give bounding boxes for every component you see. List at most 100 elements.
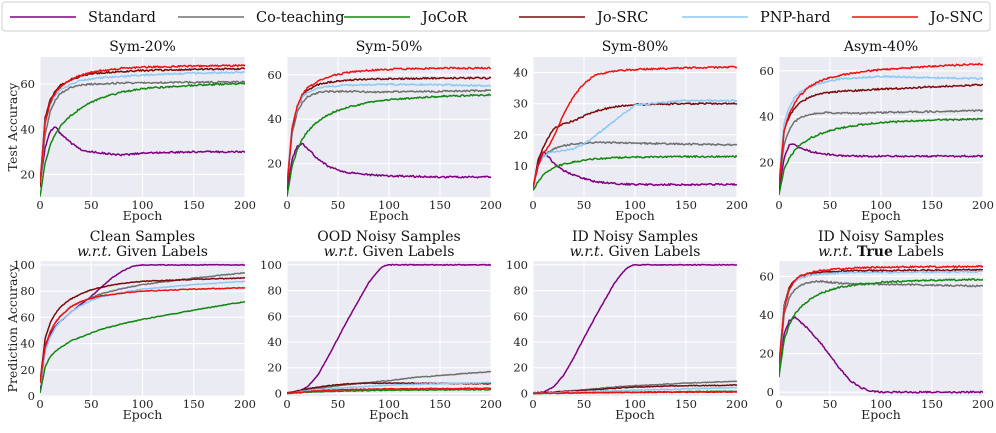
x-tick-label: 100 [870, 397, 892, 411]
series-line-jo-snc [287, 387, 491, 395]
x-tick-label: 150 [183, 198, 205, 212]
series-line-pnp-hard [533, 98, 737, 188]
legend-label-jo-snc: Jo-SNC [928, 10, 983, 26]
series-line-standard [779, 316, 983, 394]
series-line-jo-snc [779, 264, 983, 366]
x-tick-label: 50 [331, 397, 346, 411]
series-line-jo-snc [533, 390, 737, 395]
x-tick-label: 50 [823, 198, 838, 212]
x-tick-label: 200 [972, 198, 994, 212]
x-tick-label: 50 [84, 198, 99, 212]
y-tick-label: 60 [513, 309, 528, 323]
x-tick-label: 150 [921, 198, 943, 212]
x-axis-label: Epoch [861, 208, 901, 223]
series-line-standard [287, 263, 491, 394]
y-tick-label: 20 [20, 167, 35, 181]
y-tick-label: 0 [275, 386, 282, 400]
legend: Standard Co-teaching JoCoR Jo-SRC PNP-hard Jo… [1, 1, 991, 32]
x-tick-label: 150 [921, 397, 943, 411]
series-line-jocor [40, 300, 245, 394]
x-tick-label: 200 [972, 397, 994, 411]
chart-title-line-2: w.r.t. Given Labels [570, 244, 701, 260]
series-line-pnp-hard [40, 280, 245, 386]
y-tick-label: 20 [267, 361, 282, 375]
legend-entry-pnp-hard: PNP-hard [682, 10, 831, 26]
y-tick-label: 60 [20, 310, 35, 324]
title-rest: Labels [403, 244, 454, 260]
y-tick-label: 60 [267, 68, 282, 82]
y-tick-label: 20 [513, 361, 528, 375]
y-tick-label: 40 [513, 66, 528, 80]
x-tick-label: 200 [726, 198, 748, 212]
x-axis-label: Epoch [615, 208, 655, 223]
y-tick-label: 20 [267, 157, 282, 171]
x-tick-label: 0 [283, 397, 290, 411]
series-line-pnp-hard [40, 70, 245, 183]
x-axis-label: Epoch [123, 208, 163, 223]
y-tick-label: 40 [267, 112, 282, 126]
x-tick-label: 100 [378, 198, 400, 212]
series-line-jocor [779, 277, 983, 378]
title-word: Given [363, 244, 404, 260]
series-line-jocor [287, 388, 491, 395]
y-tick-label: 20 [20, 363, 35, 377]
series-line-pnp-hard [287, 82, 491, 182]
x-tick-label: 150 [183, 397, 205, 411]
y-tick-label: 20 [759, 347, 774, 361]
y-tick-label: 60 [759, 269, 774, 283]
x-tick-label: 150 [675, 397, 697, 411]
y-tick-label: 30 [513, 97, 528, 111]
series-line-co-teaching [40, 80, 245, 188]
y-tick-label: 100 [13, 258, 35, 272]
x-tick-label: 100 [132, 198, 154, 212]
x-tick-label: 0 [775, 198, 782, 212]
series-line-jo-snc [287, 66, 491, 186]
y-tick-label: 40 [267, 335, 282, 349]
y-tick-label: 80 [267, 284, 282, 298]
x-tick-label: 100 [132, 397, 154, 411]
series-line-standard [533, 263, 737, 394]
series-group [40, 263, 245, 394]
x-tick-label: 0 [529, 198, 536, 212]
chart-title-line-1: Clean Samples [90, 229, 195, 245]
y-axis-label: Prediction Accuracy [5, 264, 20, 393]
series-line-standard [40, 126, 245, 184]
series-line-co-teaching [287, 88, 491, 186]
y-tick-label: 40 [759, 308, 774, 322]
y-tick-label: 80 [20, 284, 35, 298]
y-tick-label: 10 [513, 159, 528, 173]
series-line-pnp-hard [287, 381, 491, 395]
title-italic: w.r.t. [324, 244, 363, 260]
series-line-jo-src [40, 277, 245, 384]
y-tick-label: 60 [759, 64, 774, 78]
series-line-jocor [533, 154, 737, 191]
y-tick-label: 40 [20, 122, 35, 136]
title-rest: Labels [157, 244, 208, 260]
y-tick-label: 20 [759, 156, 774, 170]
y-tick-label: 40 [759, 110, 774, 124]
y-tick-label: 0 [767, 385, 774, 399]
title-word: Given [116, 244, 157, 260]
x-tick-label: 50 [823, 397, 838, 411]
series-line-jo-snc [779, 62, 983, 186]
chart-title-line-1: ID Noisy Samples [818, 229, 944, 245]
title-word: Given [609, 244, 650, 260]
series-group [40, 64, 245, 197]
legend-entry-jo-snc: Jo-SNC [852, 10, 983, 26]
series-line-co-teaching [779, 279, 983, 370]
y-tick-label: 40 [20, 337, 35, 351]
y-tick-label: 40 [513, 335, 528, 349]
x-tick-label: 50 [84, 397, 99, 411]
x-tick-label: 150 [429, 397, 451, 411]
series-group [779, 62, 983, 196]
series-line-co-teaching [779, 109, 983, 186]
legend-entry-jo-src: Jo-SRC [519, 10, 648, 26]
x-axis-label: Epoch [615, 407, 655, 422]
x-axis-label: Epoch [369, 208, 409, 223]
legend-label-jocor: JoCoR [420, 10, 468, 26]
series-line-jo-src [779, 83, 983, 187]
x-tick-label: 0 [36, 397, 43, 411]
legend-label-standard: Standard [88, 10, 156, 26]
series-line-jo-snc [40, 286, 245, 384]
